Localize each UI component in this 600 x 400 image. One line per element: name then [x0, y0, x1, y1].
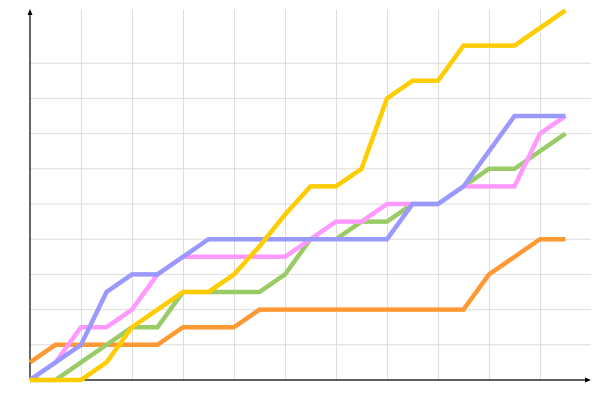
y-axis-arrow-icon	[27, 9, 33, 15]
series-line-1	[30, 131, 567, 383]
x-axis-arrow-icon	[585, 377, 591, 383]
series-line-3	[28, 113, 566, 382]
series-line-2	[28, 114, 567, 382]
series-group	[28, 8, 567, 383]
series-line-4	[30, 8, 567, 383]
axes	[27, 9, 591, 383]
